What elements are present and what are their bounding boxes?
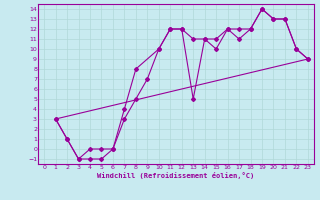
X-axis label: Windchill (Refroidissement éolien,°C): Windchill (Refroidissement éolien,°C) [97, 172, 255, 179]
